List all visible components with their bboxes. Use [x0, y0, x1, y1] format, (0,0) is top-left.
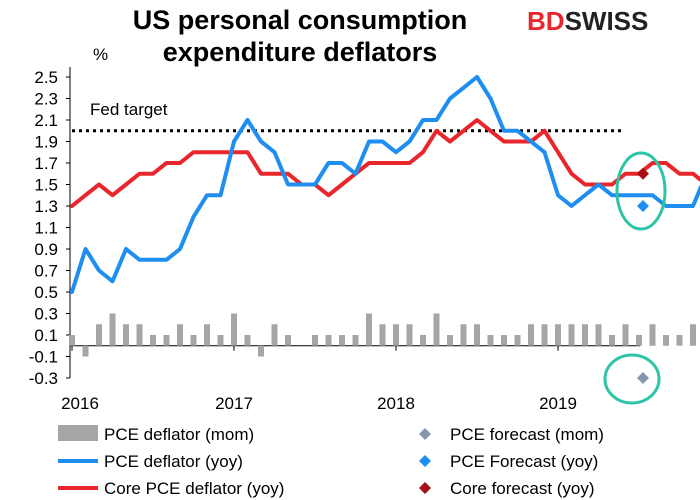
legend-swatch-mom — [58, 425, 98, 441]
mom-bar — [312, 335, 318, 346]
chart-title-line-2: expenditure deflators — [162, 37, 438, 67]
fed-target-label: Fed target — [90, 100, 168, 119]
legend-label: Core forecast (yoy) — [450, 479, 595, 498]
mom-bar — [271, 324, 278, 346]
mom-bar — [609, 335, 615, 346]
brand-logo: BDSWISS — [527, 6, 648, 37]
chart-title: US personal consumption expenditure defl… — [80, 4, 520, 68]
mom-bar — [420, 335, 426, 346]
mom-bar — [325, 335, 332, 346]
mom-bar — [204, 324, 210, 346]
mom-bar — [649, 324, 656, 346]
mom-bar — [258, 345, 264, 357]
mom-bar — [123, 324, 129, 346]
legend-swatch-diamond — [419, 482, 431, 494]
mom-bar — [433, 313, 440, 346]
x-tick-label: 2018 — [377, 394, 415, 413]
mom-bar — [190, 335, 197, 346]
forecast-highlight-circle — [603, 353, 661, 405]
mom-bar — [568, 324, 575, 346]
mom-bar — [636, 335, 642, 346]
pce-yoy-line — [70, 75, 700, 294]
forecast-highlight-circle — [615, 151, 667, 231]
core-pce-yoy-line — [70, 118, 700, 208]
mom-bar — [163, 335, 170, 346]
mom-bar — [136, 324, 143, 346]
x-tick-label: 2019 — [539, 394, 577, 413]
legend-label: PCE Forecast (yoy) — [450, 452, 598, 471]
x-tick-label: 2017 — [215, 394, 253, 413]
y-tick-label: 1.3 — [34, 197, 58, 216]
chart-title-line-1: US personal consumption — [132, 5, 468, 35]
mom-bar — [447, 335, 453, 346]
mom-bar — [595, 324, 602, 346]
y-tick-label: 0.1 — [34, 326, 58, 345]
legend-label: PCE deflator (yoy) — [104, 452, 243, 471]
y-tick-label: 1.5 — [34, 176, 58, 195]
legend-label: PCE forecast (mom) — [450, 425, 604, 444]
brand-logo-part-2: SWISS — [564, 6, 649, 36]
core-forecast-marker — [637, 167, 649, 180]
y-tick-label: 1.7 — [34, 154, 58, 173]
mom-bar — [96, 324, 102, 346]
mom-bar — [244, 335, 251, 346]
mom-bar — [109, 313, 116, 346]
mom-bar — [339, 335, 345, 346]
x-tick-label: 2016 — [61, 394, 99, 413]
y-tick-label: 2.1 — [34, 111, 58, 130]
y-tick-label: 0.3 — [34, 305, 58, 324]
mom-bar — [622, 324, 629, 346]
mom-bar — [501, 335, 507, 346]
y-tick-label: 2.3 — [34, 90, 58, 109]
mom-bar — [406, 324, 413, 346]
mom-bar — [285, 335, 291, 346]
mom-bar — [82, 345, 89, 357]
mom-bar — [474, 324, 480, 346]
legend-label: Core PCE deflator (yoy) — [104, 479, 284, 498]
mom-bar — [528, 324, 534, 346]
y-tick-label: 0.5 — [34, 283, 58, 302]
mom-bar — [663, 335, 669, 346]
y-tick-label: -0.3 — [29, 369, 58, 388]
mom-bar — [177, 324, 183, 346]
y-tick-label: -0.1 — [29, 348, 58, 367]
pce-mom-forecast-marker — [637, 372, 649, 384]
mom-bar — [460, 324, 467, 346]
mom-bar — [676, 335, 683, 346]
brand-logo-part-1: BD — [527, 6, 565, 36]
y-tick-label: 2.5 — [34, 68, 58, 87]
mom-bar — [150, 335, 156, 346]
mom-bar — [555, 324, 561, 346]
legend-swatch-diamond — [419, 455, 431, 467]
mom-bar — [690, 324, 696, 346]
y-tick-label: 1.1 — [34, 219, 58, 238]
mom-bar — [541, 324, 548, 346]
mom-bar — [352, 335, 359, 346]
y-tick-label: 1.9 — [34, 133, 58, 152]
mom-bar — [379, 324, 386, 346]
y-unit-label: % — [93, 45, 109, 64]
mom-bar — [514, 335, 521, 346]
legend-label: PCE deflator (mom) — [104, 425, 254, 444]
mom-bar — [69, 335, 75, 346]
mom-bar — [231, 313, 237, 346]
legend-swatch-diamond — [419, 428, 431, 440]
mom-bar — [487, 335, 494, 346]
mom-bar — [582, 324, 588, 346]
mom-bar — [217, 335, 224, 346]
mom-bar — [393, 324, 399, 346]
pce-yoy-forecast-marker — [637, 200, 649, 212]
mom-bar — [366, 313, 372, 346]
y-tick-label: 0.9 — [34, 240, 58, 259]
y-tick-label: 0.7 — [34, 262, 58, 281]
